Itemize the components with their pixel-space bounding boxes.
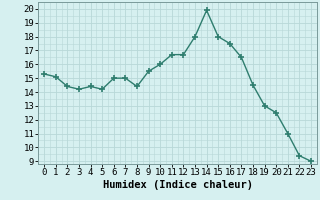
X-axis label: Humidex (Indice chaleur): Humidex (Indice chaleur)	[103, 180, 252, 190]
